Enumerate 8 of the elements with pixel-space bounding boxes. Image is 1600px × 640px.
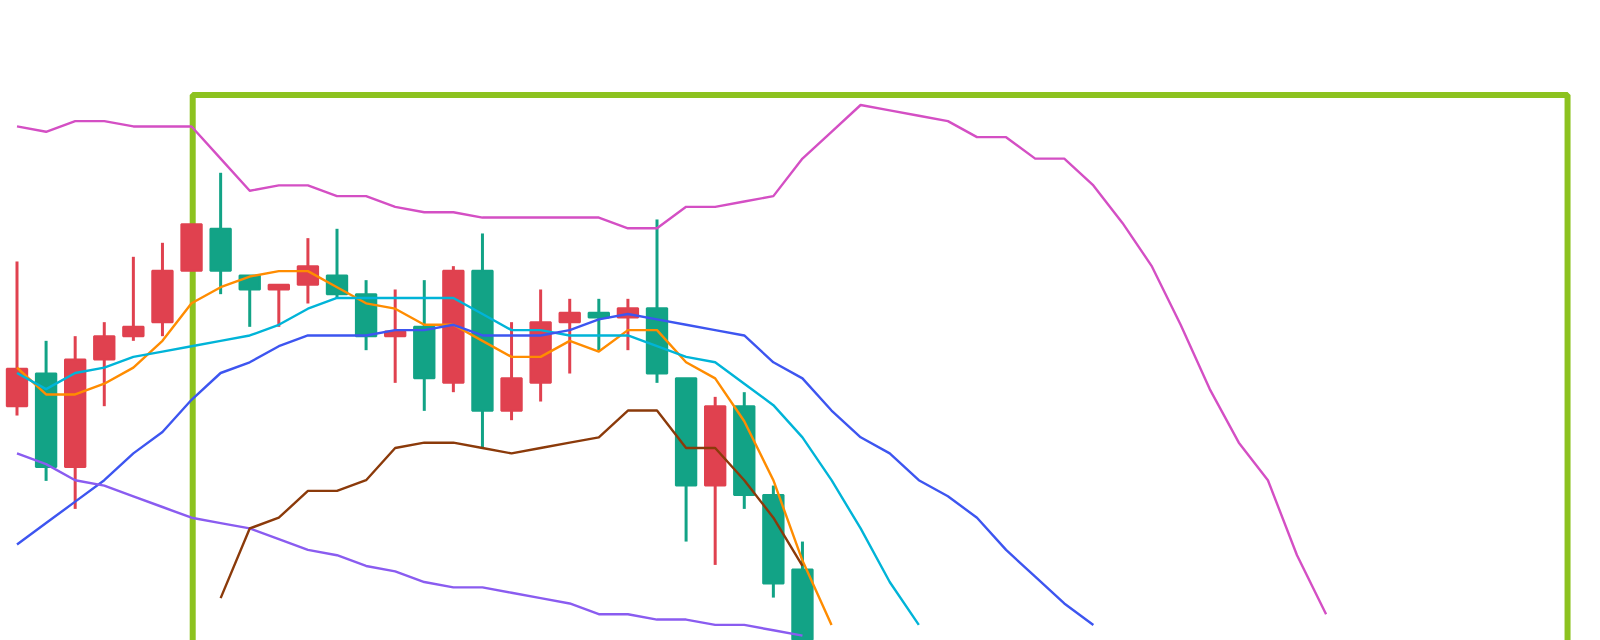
candlestick	[180, 223, 203, 272]
candlestick	[122, 255, 145, 343]
candlestick	[5, 259, 29, 418]
candlestick	[558, 297, 581, 376]
candlestick	[267, 283, 290, 329]
candlestick	[500, 320, 523, 422]
candlestick	[93, 320, 116, 408]
candlestick	[209, 171, 232, 296]
